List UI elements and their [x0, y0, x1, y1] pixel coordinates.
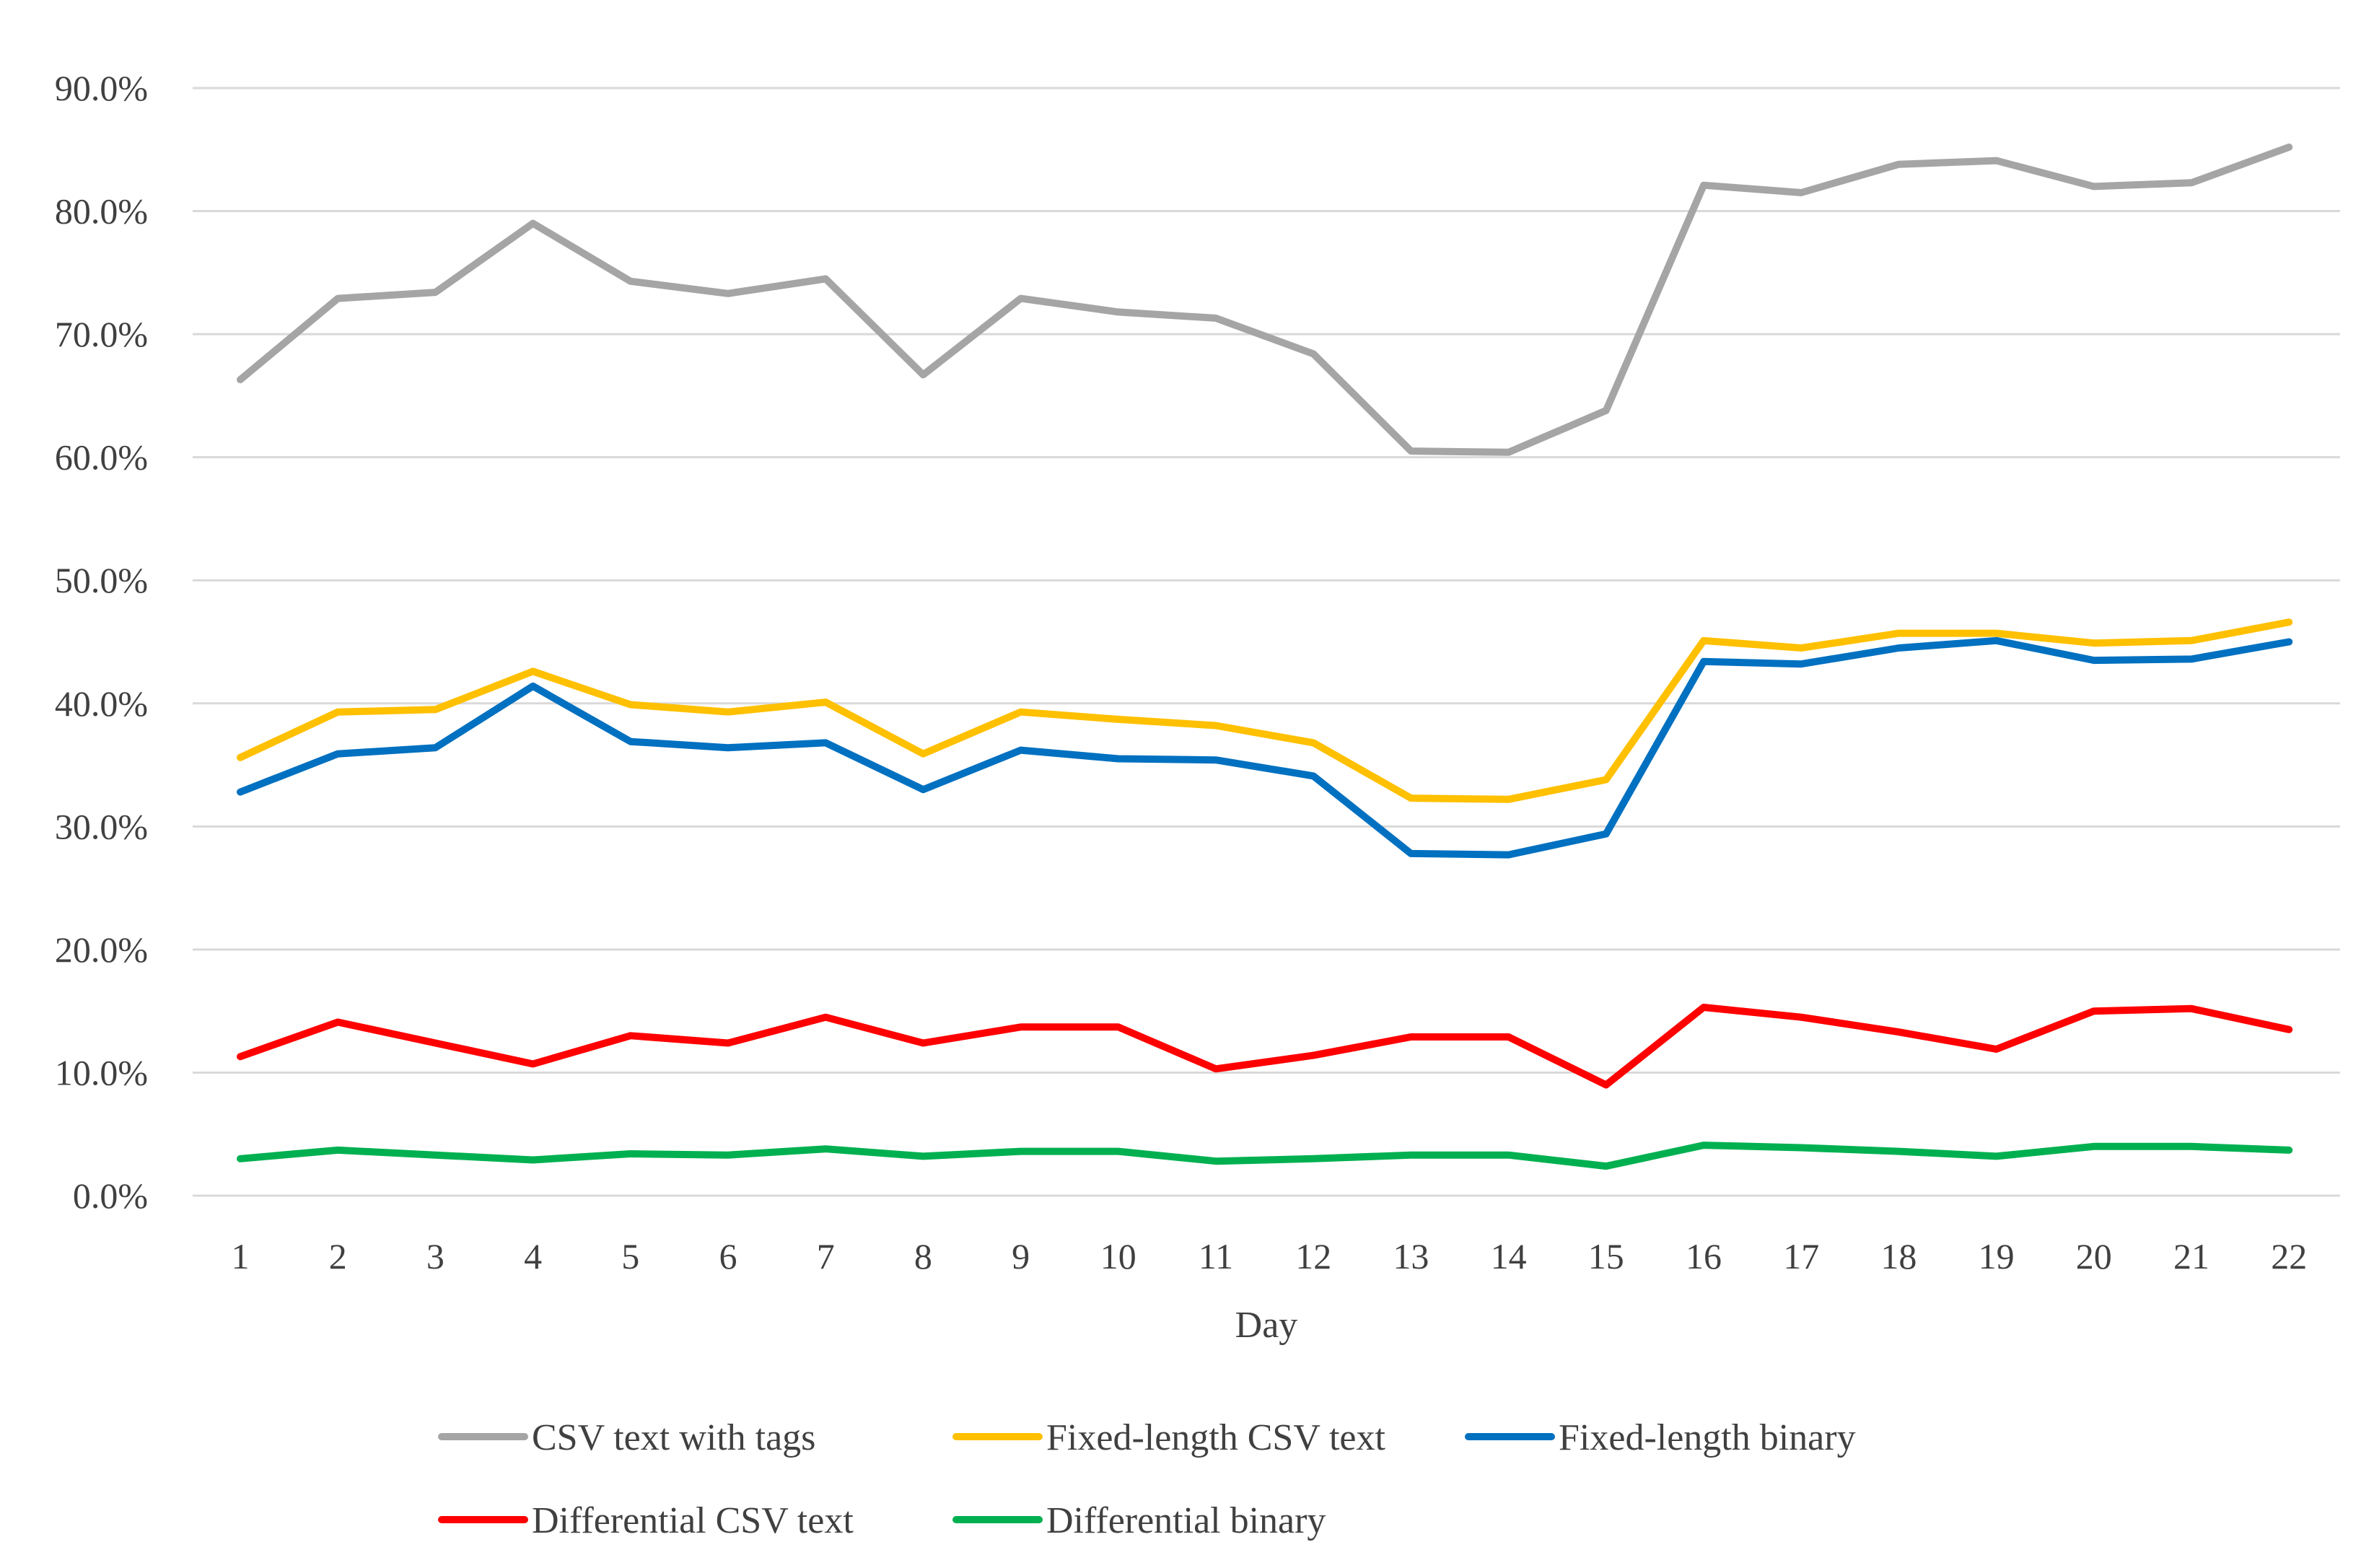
- x-tick-label: 13: [1393, 1236, 1429, 1276]
- x-tick-label: 17: [1783, 1236, 1819, 1276]
- legend-item: Fixed-length binary: [1465, 1417, 1856, 1458]
- x-tick-label: 10: [1100, 1236, 1136, 1276]
- y-tick-label: 50.0%: [55, 560, 148, 600]
- x-tick-label: 14: [1491, 1236, 1527, 1276]
- legend-label: Differential CSV text: [532, 1500, 854, 1541]
- x-tick-label: 22: [2271, 1236, 2307, 1276]
- legend-label: Differential binary: [1046, 1500, 1326, 1541]
- y-tick-label: 90.0%: [55, 68, 148, 108]
- y-tick-label: 70.0%: [55, 314, 148, 354]
- gridlines: [193, 87, 2340, 1197]
- legend-label: Fixed-length CSV text: [1046, 1417, 1385, 1458]
- x-tick-label: 19: [1979, 1236, 2015, 1276]
- x-tick-label: 18: [1880, 1236, 1917, 1276]
- x-tick-label: 16: [1686, 1236, 1722, 1276]
- series-line-differential-binary: [237, 1142, 2293, 1170]
- series-line-fixed-length-csv-text: [237, 618, 2293, 803]
- x-tick-label: 2: [329, 1236, 347, 1276]
- legend: CSV text with tags Fixed-length CSV text F…: [438, 1417, 1856, 1541]
- x-tick-label: 3: [426, 1236, 444, 1276]
- legend-label: Fixed-length binary: [1559, 1417, 1856, 1458]
- series-line-fixed-length-binary: [237, 636, 2293, 859]
- series-lines: [237, 143, 2293, 1170]
- x-tick-label: 21: [2173, 1236, 2209, 1276]
- y-tick-label: 60.0%: [55, 437, 148, 478]
- series-line-differential-csv-text: [237, 1004, 2293, 1089]
- y-tick-label: 80.0%: [55, 191, 148, 232]
- x-axis-ticks: 1 2 3 4 5 6 7 8 9 10 11 12 13 14 15 16 17 18 19 20 21 22: [232, 1236, 2308, 1276]
- x-tick-label: 20: [2076, 1236, 2112, 1276]
- x-tick-label: 6: [719, 1236, 737, 1276]
- x-tick-label: 4: [524, 1236, 542, 1276]
- y-axis-ticks: 0.0% 10.0% 20.0% 30.0% 40.0% 50.0% 60.0% 70.0% 8…: [55, 68, 148, 1216]
- y-tick-label: 20.0%: [55, 929, 148, 970]
- x-axis-title: Day: [1235, 1305, 1298, 1346]
- legend-item: CSV text with tags: [438, 1417, 815, 1458]
- x-tick-label: 12: [1295, 1236, 1331, 1276]
- y-tick-label: 0.0%: [73, 1175, 148, 1216]
- y-tick-label: 10.0%: [55, 1052, 148, 1092]
- x-tick-label: 7: [817, 1236, 835, 1276]
- x-tick-label: 1: [232, 1236, 250, 1276]
- legend-item: Fixed-length CSV text: [952, 1417, 1385, 1458]
- x-tick-label: 9: [1012, 1236, 1030, 1276]
- x-tick-label: 8: [914, 1236, 932, 1276]
- x-tick-label: 15: [1588, 1236, 1624, 1276]
- legend-item: Differential binary: [952, 1500, 1326, 1541]
- legend-label: CSV text with tags: [532, 1417, 815, 1458]
- y-tick-label: 30.0%: [55, 806, 148, 846]
- x-tick-label: 5: [621, 1236, 639, 1276]
- legend-item: Differential CSV text: [438, 1500, 854, 1541]
- x-tick-label: 11: [1199, 1236, 1233, 1276]
- series-line-csv-text-with-tags: [237, 143, 2293, 456]
- y-tick-label: 40.0%: [55, 683, 148, 724]
